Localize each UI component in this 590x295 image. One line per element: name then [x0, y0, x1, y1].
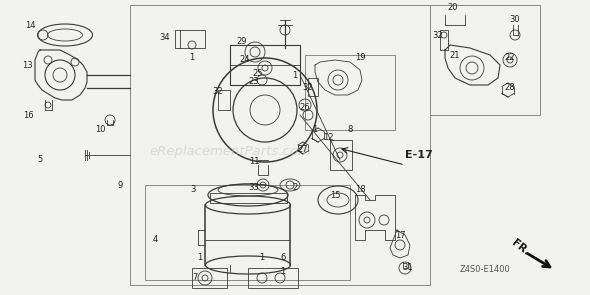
Bar — [330, 140, 352, 170]
Text: 32: 32 — [212, 88, 223, 96]
Text: 34: 34 — [160, 34, 171, 42]
Text: 17: 17 — [395, 230, 405, 240]
Bar — [440, 30, 448, 50]
Text: 32: 32 — [303, 83, 313, 93]
Text: 15: 15 — [330, 191, 340, 199]
Bar — [305, 55, 395, 130]
Bar — [308, 78, 318, 96]
Bar — [218, 90, 230, 110]
Text: 24: 24 — [240, 55, 250, 65]
Text: 32: 32 — [432, 30, 443, 40]
Text: 1: 1 — [312, 125, 317, 135]
Text: E-17: E-17 — [405, 150, 432, 160]
Text: 13: 13 — [22, 60, 32, 70]
Text: 28: 28 — [504, 83, 515, 93]
Text: 31: 31 — [403, 263, 414, 273]
Bar — [430, 5, 540, 115]
Text: eReplacementParts.com: eReplacementParts.com — [149, 145, 311, 158]
Text: 21: 21 — [450, 50, 460, 60]
Bar — [145, 185, 350, 280]
Text: 1: 1 — [189, 53, 195, 61]
Text: 2: 2 — [293, 183, 297, 193]
Text: 12: 12 — [323, 134, 333, 142]
Text: 30: 30 — [510, 16, 520, 24]
Text: 5: 5 — [37, 155, 42, 165]
Bar — [175, 30, 205, 48]
Bar — [210, 193, 287, 203]
Text: 20: 20 — [448, 4, 458, 12]
Text: 22: 22 — [505, 53, 515, 63]
Text: 7: 7 — [192, 273, 198, 283]
Text: 18: 18 — [355, 186, 365, 194]
Text: 27: 27 — [298, 145, 309, 155]
Text: 1: 1 — [293, 71, 297, 79]
Text: 8: 8 — [348, 125, 353, 135]
Text: 26: 26 — [300, 104, 310, 112]
Bar — [248, 268, 298, 288]
Text: Z4S0-E1400: Z4S0-E1400 — [460, 266, 511, 275]
Text: 1: 1 — [280, 268, 286, 276]
Text: 14: 14 — [25, 20, 35, 30]
Text: 11: 11 — [249, 158, 259, 166]
Bar — [130, 5, 430, 285]
Bar — [230, 45, 300, 85]
Text: 16: 16 — [22, 111, 33, 119]
Text: FR.: FR. — [509, 238, 531, 258]
Text: 6: 6 — [280, 253, 286, 263]
Text: 19: 19 — [355, 53, 365, 63]
Bar — [192, 268, 227, 288]
Text: 9: 9 — [117, 181, 123, 189]
Text: 10: 10 — [95, 125, 105, 135]
Text: 23: 23 — [249, 78, 260, 86]
Text: 3: 3 — [191, 186, 196, 194]
Text: 1: 1 — [198, 253, 202, 263]
Text: 4: 4 — [152, 235, 158, 245]
Text: 29: 29 — [237, 37, 247, 47]
Text: 1: 1 — [260, 253, 265, 263]
Text: 33: 33 — [248, 183, 260, 193]
Text: 25: 25 — [253, 68, 263, 78]
